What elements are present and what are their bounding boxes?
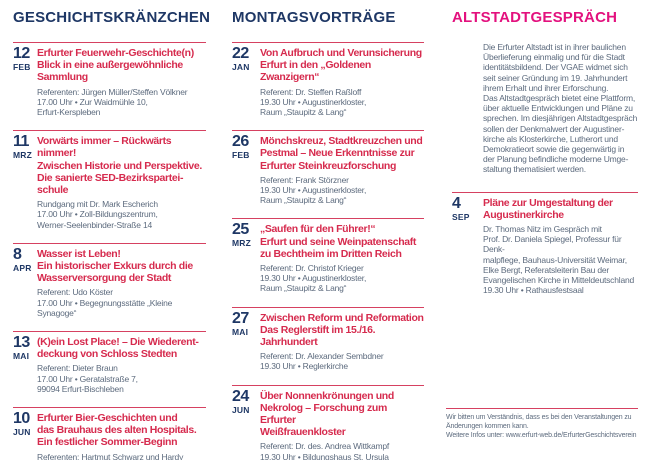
event-month: MAI [232, 326, 249, 337]
footer-info-url: Weitere Infos unter: www.erfurt-web.de/E… [446, 432, 637, 439]
event-entry: 22 JAN Von Aufbruch und Verunsicherung E… [232, 42, 424, 117]
event-entry: 10 JUN Erfurter Bier-Geschichten und das… [13, 407, 206, 460]
event-entry: 8 APR Wasser ist Leben! Ein historischer… [13, 242, 206, 318]
event-day: 13 [13, 334, 30, 352]
event-body: Erfurter Bier-Geschichten und das Brauha… [37, 412, 206, 460]
event-body: Zwischen Reform und Reformation Das Regl… [260, 312, 424, 372]
event-date: 10 JUN [13, 410, 37, 460]
event-day: 12 [13, 45, 30, 62]
event-title: Von Aufbruch und Verunsicherung Erfurt i… [260, 47, 422, 84]
event-body: (K)ein Lost Place! – Die Wiederent- deck… [37, 336, 206, 394]
event-date: 27 MAI [232, 309, 260, 372]
column-header: MONTAGSVORTRÄGE [232, 9, 396, 26]
event-entry: 26 FEB Mönchskreuz, Stadtkreuzchen und P… [232, 130, 424, 205]
event-day: 26 [232, 133, 249, 151]
event-details: Referent: Dr. des. Andrea Wittkampf 19.3… [260, 441, 390, 460]
event-month: APR [13, 262, 32, 273]
event-details: Rundgang mit Dr. Mark Escherich 17.00 Uh… [37, 199, 158, 230]
event-day: 22 [232, 45, 249, 62]
event-body: Mönchskreuz, Stadtkreuzchen und Pestmal … [260, 135, 424, 205]
event-date: 11 MRZ [13, 133, 37, 230]
event-date: 24 JUN [232, 387, 260, 460]
event-date: 26 FEB [232, 133, 260, 205]
event-details: Referent: Dr. Alexander Sembdner 19.30 U… [260, 351, 384, 372]
event-list: 12 FEB Erfurter Feuerwehr-Geschichte(n) … [13, 42, 206, 460]
event-date: 8 APR [13, 245, 37, 318]
event-day: 4 [452, 194, 461, 212]
event-body: Von Aufbruch und Verunsicherung Erfurt i… [260, 47, 424, 117]
event-entry: 12 FEB Erfurter Feuerwehr-Geschichte(n) … [13, 42, 206, 117]
footer-note-block: Wir bitten um Verständnis, dass es bei d… [446, 408, 638, 440]
event-day: 25 [232, 221, 249, 239]
event-list: 4 SEP Pläne zur Umgestaltung der Augusti… [452, 191, 638, 296]
event-date: 4 SEP [452, 194, 483, 296]
event-entry: 25 MRZ „Saufen für den Führer!“ Erfurt u… [232, 218, 424, 293]
event-body: Erfurter Feuerwehr-Geschichte(n) Blick i… [37, 47, 206, 117]
event-title: Wasser ist Leben! Ein historischer Exkur… [37, 247, 193, 285]
event-month: JUN [232, 404, 250, 415]
event-month: FEB [13, 62, 31, 72]
event-details: Referent: Dr. Steffen Raßloff 19.30 Uhr … [260, 86, 367, 118]
event-month: FEB [232, 150, 250, 161]
event-month: JAN [232, 62, 250, 72]
event-title: Zwischen Reform und Reformation Das Regl… [260, 311, 424, 349]
column-geschichtskraenzchen: GESCHICHTSKRÄNZCHEN 12 FEB Erfurter Feue… [13, 8, 211, 460]
event-title: Erfurter Bier-Geschichten und das Brauha… [37, 412, 197, 449]
event-day: 11 [13, 133, 29, 151]
event-month: JUN [13, 427, 31, 438]
event-month: MRZ [232, 238, 252, 249]
event-details: Referent: Dr. Christof Krieger 19.30 Uhr… [260, 263, 367, 294]
event-date: 25 MRZ [232, 221, 260, 293]
event-entry: 11 MRZ Vorwärts immer – Rückwärts nimmer… [13, 130, 206, 230]
event-body: Wasser ist Leben! Ein historischer Exkur… [37, 248, 206, 318]
event-body: Vorwärts immer – Rückwärts nimmer! Zwisc… [37, 135, 206, 230]
event-details: Referent: Frank Störzner 19.30 Uhr • Aug… [260, 174, 367, 206]
event-details: Referenten: Hartmut Schwarz und Hardy Ei… [37, 451, 184, 460]
event-details: Referent: Udo Köster 17.00 Uhr • Begegnu… [37, 287, 173, 318]
event-date: 22 JAN [232, 45, 260, 117]
event-day: 27 [232, 309, 249, 327]
event-day: 24 [232, 387, 249, 405]
event-title: Mönchskreuz, Stadtkreuzchen und Pestmal … [260, 135, 423, 172]
event-body: Über Nonnenkrönungen und Nekrolog – Fors… [260, 390, 424, 460]
event-title: „Saufen für den Führer!“ Erfurt und sein… [260, 223, 417, 260]
footer-note: Wir bitten um Verständnis, dass es bei d… [446, 414, 632, 430]
event-body: „Saufen für den Führer!“ Erfurt und sein… [260, 223, 424, 293]
column-montagsvortraege: MONTAGSVORTRÄGE 22 JAN Von Aufbruch und … [232, 8, 424, 460]
intro-text: Die Erfurter Altstadt ist in ihrer bauli… [483, 42, 638, 175]
event-title: Über Nonnenkrönungen und Nekrolog – Fors… [260, 389, 394, 439]
event-date: 13 MAI [13, 334, 37, 394]
event-title: Vorwärts immer – Rückwärts nimmer! Zwisc… [37, 135, 202, 197]
event-entry: 24 JUN Über Nonnenkrönungen und Nekrolog… [232, 384, 424, 460]
event-day: 10 [13, 410, 30, 428]
event-month: MRZ [13, 150, 33, 161]
event-entry: 4 SEP Pläne zur Umgestaltung der Augusti… [452, 191, 638, 296]
event-details: Referenten: Jürgen Müller/Steffen Völkne… [37, 86, 188, 118]
event-month: MAI [13, 351, 30, 362]
event-day: 8 [13, 245, 22, 263]
event-entry: 13 MAI (K)ein Lost Place! – Die Wiederen… [13, 331, 206, 394]
event-details: Referent: Dieter Braun 17.00 Uhr • Gerat… [37, 363, 138, 394]
event-month: SEP [452, 211, 470, 222]
column-altstadtgespraech: ALTSTADTGESPRÄCH Die Erfurter Altstadt i… [452, 8, 638, 308]
event-date: 12 FEB [13, 45, 37, 117]
event-title: Pläne zur Umgestaltung der Augustinerkir… [483, 196, 613, 221]
event-entry: 27 MAI Zwischen Reform und Reformation D… [232, 306, 424, 372]
event-title: Erfurter Feuerwehr-Geschichte(n) Blick i… [37, 47, 194, 84]
event-details: Dr. Thomas Nitz im Gespräch mit Prof. Dr… [483, 224, 635, 296]
event-list: 22 JAN Von Aufbruch und Verunsicherung E… [232, 42, 424, 460]
event-title: (K)ein Lost Place! – Die Wiederent- deck… [37, 336, 199, 361]
column-header: ALTSTADTGESPRÄCH [452, 9, 618, 26]
event-body: Pläne zur Umgestaltung der Augustinerkir… [483, 197, 638, 296]
column-header: GESCHICHTSKRÄNZCHEN [13, 9, 211, 26]
